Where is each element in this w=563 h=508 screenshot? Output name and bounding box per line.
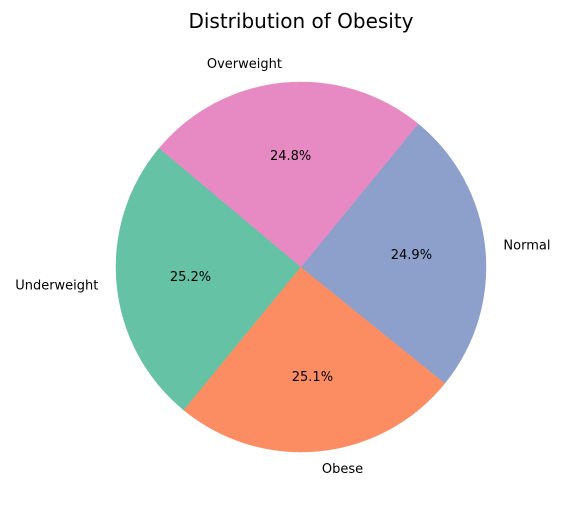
slice-label-normal: Normal (503, 239, 550, 254)
pct-label-normal: 24.9% (391, 248, 432, 263)
slice-label-overweight: Overweight (207, 57, 282, 72)
pie-slices (116, 82, 486, 452)
pct-label-overweight: 24.8% (270, 149, 311, 164)
pct-label-obese: 25.1% (292, 370, 333, 385)
slice-label-obese: Obese (322, 462, 363, 477)
slice-label-underweight: Underweight (15, 279, 98, 294)
chart-title: Distribution of Obesity (188, 9, 413, 33)
pct-label-underweight: 25.2% (170, 270, 211, 285)
